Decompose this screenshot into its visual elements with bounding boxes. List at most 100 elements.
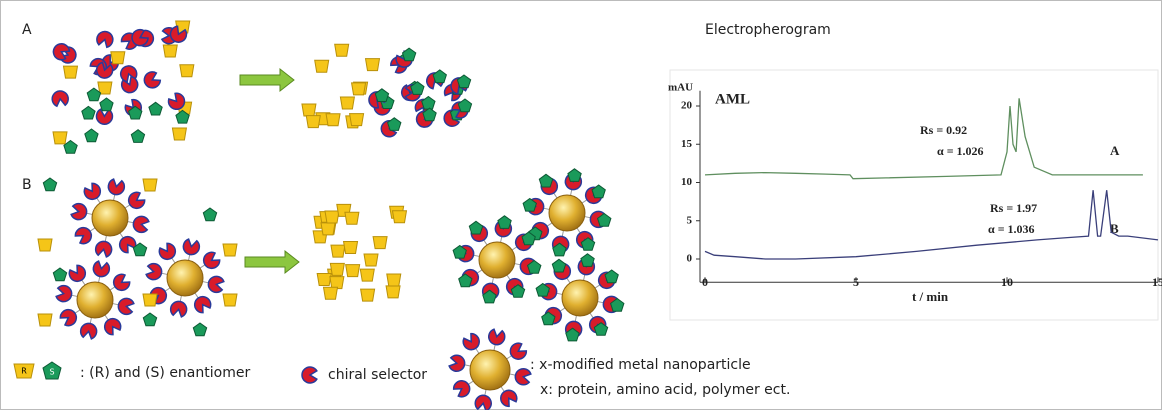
enantiomer-r <box>315 60 329 72</box>
y-tick-label: 0 <box>687 253 693 265</box>
chiral-selector <box>475 395 491 410</box>
chiral-selector <box>195 297 211 313</box>
arrow <box>240 69 294 91</box>
legend-text: : (R) and (S) enantiomer <box>80 365 250 381</box>
enantiomer-r <box>321 223 335 235</box>
y-tick-label: 20 <box>681 100 693 112</box>
enantiomer-s <box>581 254 594 267</box>
legend-text: x: protein, amino acid, polymer ect. <box>540 382 790 398</box>
chiral-selector <box>120 237 136 253</box>
enantiomer-s <box>64 141 77 154</box>
chiral-selector <box>208 276 224 292</box>
enantiomer-r <box>223 294 237 306</box>
enantiomer-s <box>458 99 471 112</box>
chiral-selector <box>515 369 531 385</box>
chiral-selector <box>463 334 479 350</box>
enantiomer-r <box>366 59 380 71</box>
enantiomer-r <box>392 211 406 223</box>
arrow <box>245 251 299 273</box>
legend-text: : x-modified metal nanoparticle <box>530 357 751 373</box>
enantiomer-r <box>387 274 401 286</box>
enantiomer-s <box>87 88 100 101</box>
chiral-selector <box>75 228 91 244</box>
y-tick-label: 10 <box>681 176 693 188</box>
chiral-selector <box>71 204 87 220</box>
nanoparticle <box>470 350 510 390</box>
annotation: Rs = 1.97 <box>990 201 1037 215</box>
enantiomer-s <box>203 208 216 221</box>
enantiomer-r <box>53 132 67 144</box>
enantiomer-r <box>317 274 331 286</box>
enantiomer-r <box>163 45 177 57</box>
nanoparticle <box>549 195 585 231</box>
nanoparticle <box>92 200 128 236</box>
y-tick-label: 15 <box>681 138 693 150</box>
chiral-selector <box>146 264 162 280</box>
chart-title: Electropherogram <box>705 22 831 38</box>
chiral-selector <box>84 183 100 199</box>
panel-label: A <box>22 22 32 38</box>
chiral-selector <box>118 298 134 314</box>
chiral-selector <box>114 274 130 290</box>
chiral-selector <box>449 355 465 371</box>
y-tick-label: 5 <box>687 214 693 226</box>
icon-letter: S <box>49 368 54 377</box>
enantiomer-s <box>143 313 156 326</box>
nanoparticle <box>479 242 515 278</box>
annotation: α = 1.036 <box>988 222 1035 236</box>
x-tick-label: 0 <box>702 275 708 289</box>
chiral-selector <box>183 239 199 255</box>
enantiomer-s <box>53 268 66 281</box>
chiral-selector <box>69 265 85 281</box>
x-tick-label: 15 <box>1152 275 1162 289</box>
chiral-selector <box>96 109 112 124</box>
enantiomer-r <box>143 294 157 306</box>
legend-text: chiral selector <box>328 367 427 383</box>
enantiomer-s <box>469 221 482 234</box>
enantiomer-r <box>350 114 364 126</box>
chiral-selector <box>169 93 185 109</box>
annotation: α = 1.026 <box>937 144 984 158</box>
series-label: A <box>1110 143 1120 158</box>
enantiomer-s <box>375 89 388 102</box>
enantiomer-s <box>433 70 446 83</box>
enantiomer-r <box>38 314 52 326</box>
enantiomer-r <box>352 83 366 95</box>
chiral-selector <box>302 367 317 383</box>
enantiomer-r <box>325 211 339 223</box>
enantiomer-r <box>111 52 125 64</box>
chiral-selector <box>171 301 187 317</box>
enantiomer-r <box>326 114 340 126</box>
enantiomer-r <box>306 116 320 128</box>
enantiomer-s <box>422 97 435 110</box>
trace <box>705 190 1158 259</box>
chiral-selector <box>501 390 517 406</box>
enantiomer-r <box>346 265 360 277</box>
chiral-selector <box>105 319 121 335</box>
y-unit: mAU <box>668 82 693 94</box>
enantiomer-r <box>223 244 237 256</box>
chiral-selector <box>52 91 68 106</box>
enantiomer-r <box>373 237 387 249</box>
figure: A B Electropherogram mAU AML t / min Rs … <box>0 0 1162 410</box>
nanoparticle <box>167 260 203 296</box>
chiral-selector <box>93 261 109 277</box>
enantiomer-r <box>330 263 344 275</box>
chiral-selector <box>510 343 526 359</box>
nanoparticle <box>77 282 113 318</box>
icon-letter: R <box>21 367 27 376</box>
enantiomer-r <box>180 65 194 77</box>
x-tick-label: 10 <box>1001 275 1013 289</box>
chiral-selector <box>144 72 160 88</box>
chiral-selector <box>56 286 72 302</box>
chiral-selector <box>454 381 470 397</box>
enantiomer-s <box>82 106 95 119</box>
enantiomer-r <box>63 66 77 78</box>
enantiomer-r <box>143 179 157 191</box>
enantiomer-s <box>403 48 416 61</box>
enantiomer-r <box>172 128 186 140</box>
enantiomer-s <box>552 259 565 272</box>
chiral-selector <box>60 310 76 326</box>
enantiomer-s <box>388 118 401 131</box>
annotation: Rs = 0.92 <box>920 123 967 137</box>
